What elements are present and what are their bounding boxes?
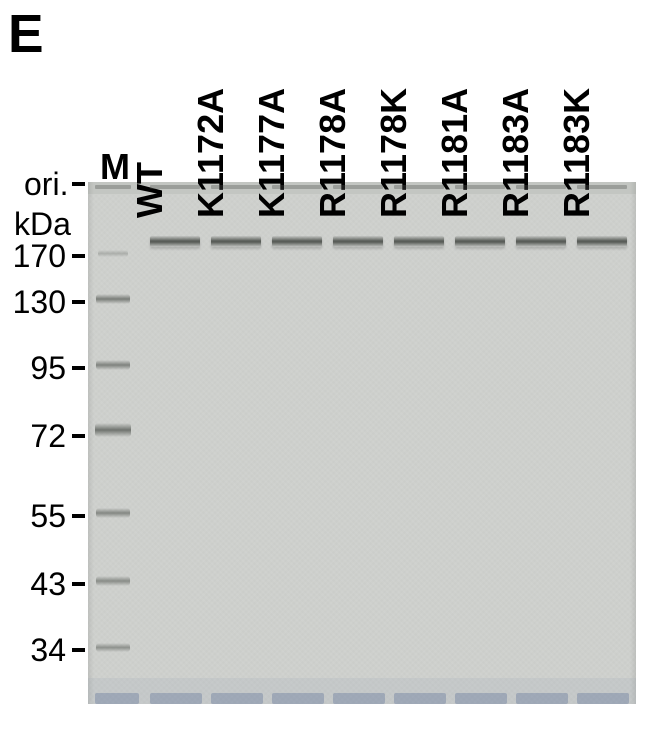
mw-tick-130 (72, 300, 85, 304)
lane-label-5: R1181A (434, 88, 476, 218)
mw-tick-95 (72, 366, 85, 370)
lane-label-6: R1183A (495, 88, 537, 218)
ori-label: ori. (24, 166, 68, 203)
mw-label-55: 55 (30, 498, 66, 535)
marker-band-0 (98, 250, 128, 257)
well-0 (95, 185, 131, 189)
mw-label-34: 34 (30, 632, 66, 669)
well-5 (394, 185, 444, 189)
marker-band-2 (96, 360, 130, 370)
well-1 (150, 185, 200, 189)
dye-front-1 (150, 693, 202, 704)
lane-label-0: WT (129, 162, 171, 218)
mw-tick-170 (72, 254, 85, 258)
lane-label-7: R1183K (556, 88, 598, 218)
sample-band-6 (516, 236, 566, 247)
sample-band-5 (455, 236, 505, 247)
mw-tick-34 (72, 648, 85, 652)
gel-texture (88, 182, 636, 704)
marker-band-4 (96, 508, 130, 518)
dye-front-4 (333, 693, 385, 704)
well-6 (455, 185, 505, 189)
lane-label-3: R1178A (312, 88, 354, 218)
mw-tick-72 (72, 434, 85, 438)
well-7 (516, 185, 566, 189)
well-4 (333, 185, 383, 189)
dye-front-6 (455, 693, 507, 704)
mw-label-170: 170 (13, 238, 66, 275)
marker-band-1 (96, 294, 130, 304)
mw-tick-55 (72, 514, 85, 518)
mw-label-72: 72 (30, 418, 66, 455)
well-8 (577, 185, 627, 189)
mw-label-43: 43 (30, 566, 66, 603)
sample-band-4 (394, 236, 444, 247)
gel-image (88, 182, 636, 704)
lane-label-1: K1172A (190, 88, 232, 218)
dye-front-7 (516, 693, 568, 704)
figure-panel: E M ori. kDa WTK1172AK1177AR1178AR1178KR… (0, 0, 650, 736)
sample-band-1 (211, 236, 261, 247)
marker-band-5 (96, 576, 130, 586)
marker-band-3 (95, 423, 131, 437)
gel-edge-left (88, 182, 94, 704)
sample-band-2 (272, 236, 322, 247)
ori-tick (72, 182, 85, 186)
well-3 (272, 185, 322, 189)
dye-front-0 (95, 693, 139, 704)
well-2 (211, 185, 261, 189)
dye-front-8 (577, 693, 629, 704)
gel-edge-right (630, 182, 636, 704)
sample-band-7 (577, 236, 627, 247)
dye-front-2 (211, 693, 263, 704)
mw-label-95: 95 (30, 350, 66, 387)
mw-label-130: 130 (13, 284, 66, 321)
marker-band-6 (96, 643, 130, 652)
dye-front-3 (272, 693, 324, 704)
lane-label-2: K1177A (251, 88, 293, 218)
panel-label: E (8, 4, 44, 65)
lane-label-4: R1178K (373, 88, 415, 218)
dye-front-5 (394, 693, 446, 704)
sample-band-3 (333, 236, 383, 247)
mw-tick-43 (72, 582, 85, 586)
sample-band-0 (150, 236, 200, 247)
